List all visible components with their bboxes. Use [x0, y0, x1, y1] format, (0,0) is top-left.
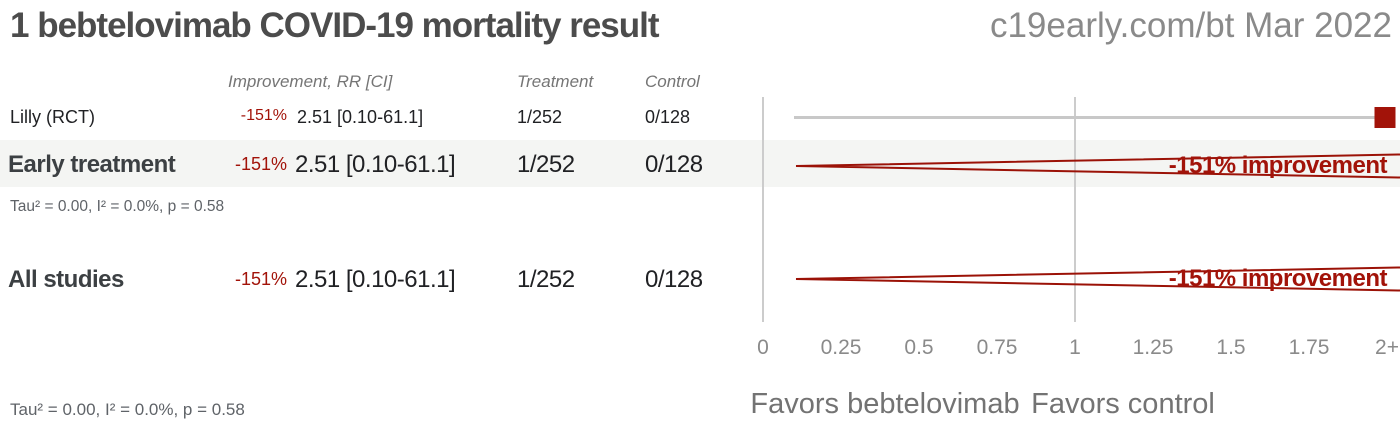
control-events: 0/128 [645, 151, 703, 178]
column-header-improvement: Improvement, RR [CI] [228, 72, 393, 91]
treatment-events: 1/252 [517, 266, 575, 293]
control-events: 0/128 [645, 107, 691, 127]
control-events: 0/128 [645, 266, 703, 293]
source-url[interactable]: c19early.com/bt Mar 2022 [989, 6, 1392, 45]
favors-control-label: Favors control [1031, 388, 1215, 420]
favors-treatment-label: Favors bebtelovimab [750, 388, 1020, 420]
column-header-treatment: Treatment [517, 72, 594, 91]
point-estimate-square-lilly [1374, 107, 1396, 128]
axis-tick-125: 1.25 [1132, 336, 1174, 359]
improvement-percent: -151% [190, 266, 287, 289]
axis-tick-075: 0.75 [976, 336, 1018, 359]
early-treatment-row-band [0, 140, 1400, 187]
summary-name: All studies [8, 266, 124, 293]
rr-ci-value: 2.51 [0.10-61.1] [297, 107, 424, 127]
improvement-percent: -151% [190, 151, 287, 174]
heterogeneity-stats-all: Tau² = 0.00, I² = 0.0%, p = 0.58 [10, 400, 245, 419]
improvement-annotation-all: -151% improvement [1168, 265, 1388, 292]
axis-tick-15: 1.5 [1216, 336, 1246, 359]
improvement-percent-text: -151% [234, 154, 287, 174]
column-header-control: Control [645, 72, 700, 91]
axis-tick-1: 1 [1069, 336, 1081, 359]
heterogeneity-stats-early: Tau² = 0.00, I² = 0.0%, p = 0.58 [10, 198, 225, 215]
improvement-annotation-early: -151% improvement [1168, 152, 1388, 179]
axis-tick-05: 0.5 [904, 336, 934, 359]
axis-tick-025: 0.25 [820, 336, 862, 359]
rr-ci-value: 2.51 [0.10-61.1] [295, 151, 456, 178]
improvement-percent: -151% [240, 107, 287, 124]
axis-tick-2plus: 2+ [1375, 336, 1399, 359]
study-name: Lilly (RCT) [10, 107, 95, 127]
treatment-events: 1/252 [517, 151, 575, 178]
summary-diamond-early-treatment [795, 153, 1400, 179]
axis-tick-0: 0 [757, 336, 769, 359]
axis-tick-175: 1.75 [1288, 336, 1330, 359]
improvement-percent-text: -151% [234, 269, 287, 289]
treatment-events: 1/252 [517, 107, 563, 127]
summary-diamond-all-studies [795, 266, 1400, 292]
rr-ci-value: 2.51 [0.10-61.1] [295, 266, 456, 293]
summary-name: Early treatment [8, 151, 176, 178]
page-title: 1 bebtelovimab COVID-19 mortality result [10, 6, 660, 45]
